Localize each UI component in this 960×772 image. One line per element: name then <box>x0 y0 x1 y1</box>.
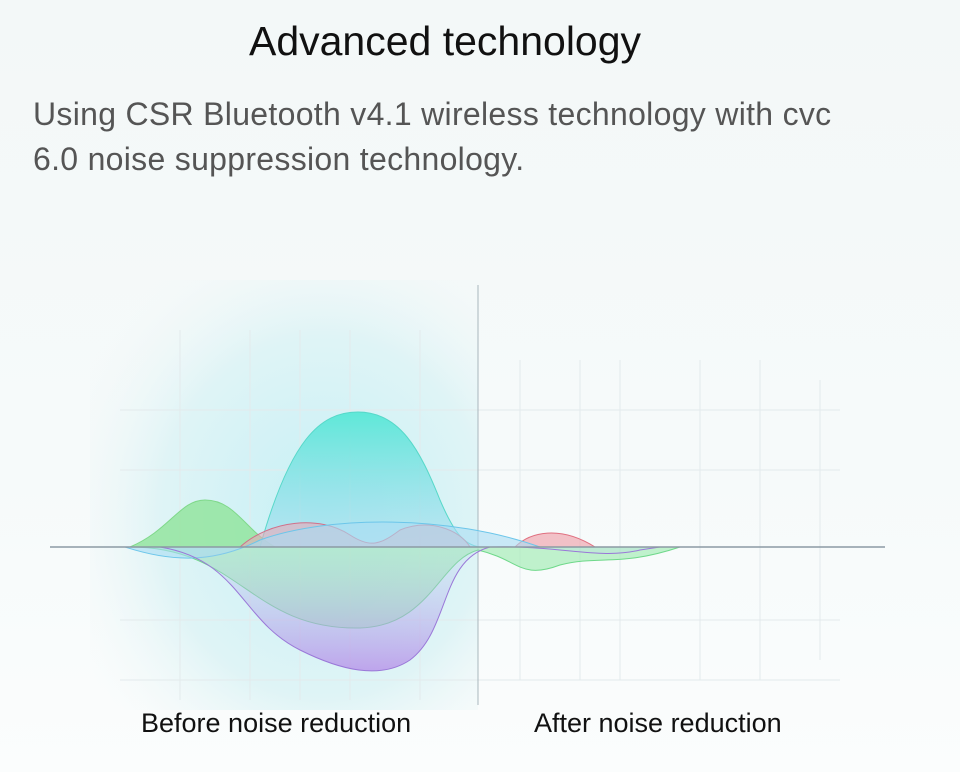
title: Advanced technology <box>248 18 642 64</box>
wave-green-top <box>129 499 277 548</box>
wave-purple <box>159 546 661 672</box>
description-line: Using CSR Bluetooth v4.1 wireless techno… <box>33 96 832 132</box>
before-label: Before noise reduction <box>141 708 412 738</box>
description-line: 6.0 noise suppression technology. <box>33 141 525 177</box>
after-label: After noise reduction <box>534 708 782 738</box>
